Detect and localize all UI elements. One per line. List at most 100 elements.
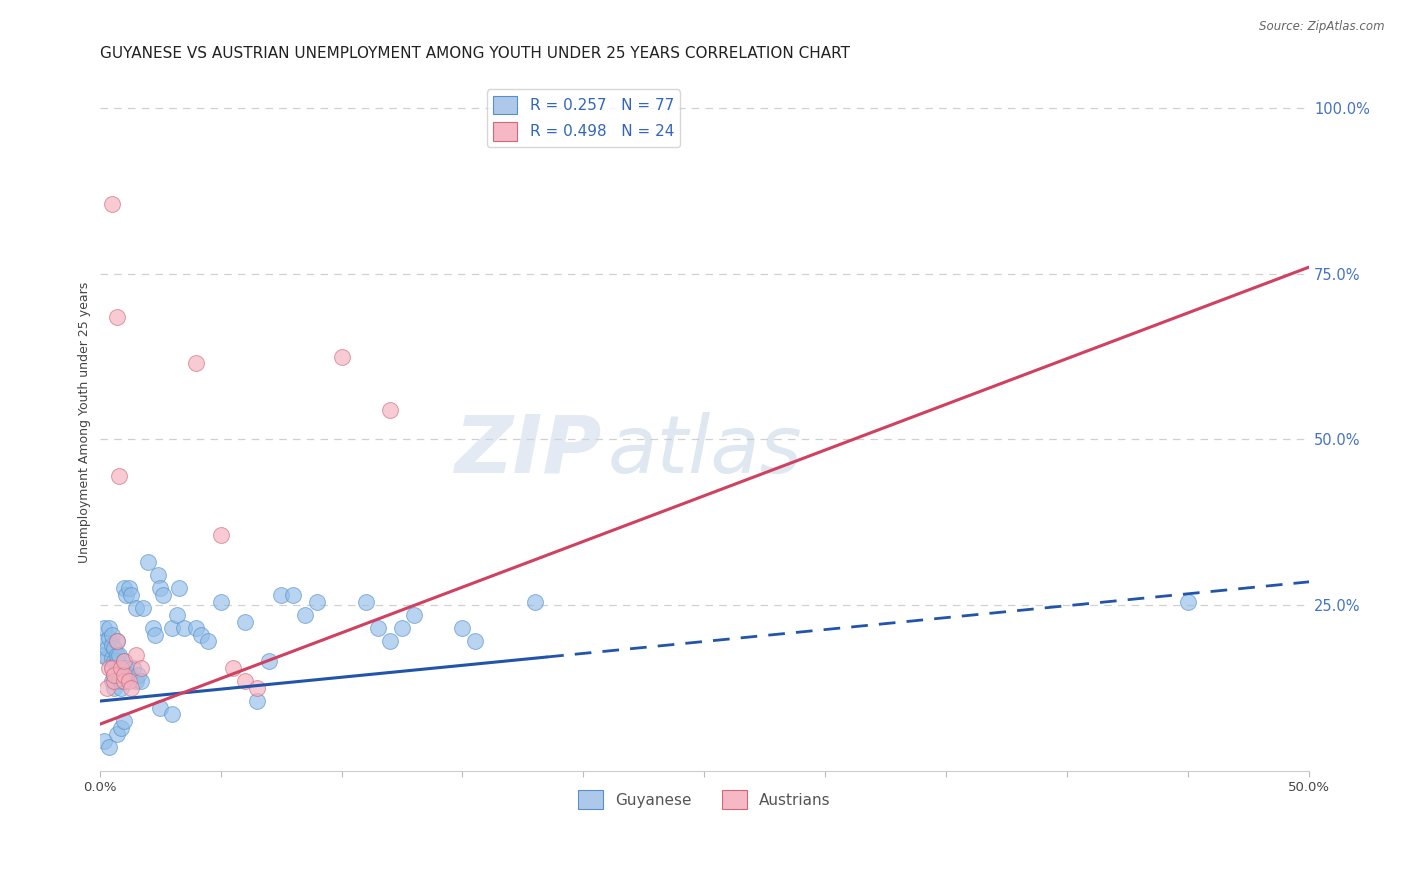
Point — [209, 595, 232, 609]
Point — [112, 714, 135, 728]
Point — [105, 310, 128, 324]
Point — [294, 607, 316, 622]
Point — [146, 568, 169, 582]
Point — [125, 648, 148, 662]
Point — [100, 197, 122, 211]
Point — [378, 402, 401, 417]
Point — [105, 634, 128, 648]
Point — [96, 681, 118, 695]
Point — [1177, 595, 1199, 609]
Point — [221, 661, 243, 675]
Point — [108, 674, 131, 689]
Point — [160, 707, 183, 722]
Point — [105, 727, 128, 741]
Point — [91, 648, 114, 662]
Point — [93, 621, 115, 635]
Point — [233, 674, 256, 689]
Point — [122, 661, 145, 675]
Point — [100, 674, 122, 689]
Point — [98, 661, 121, 675]
Point — [129, 661, 152, 675]
Point — [112, 654, 135, 668]
Point — [197, 634, 219, 648]
Point — [103, 667, 125, 681]
Point — [143, 628, 166, 642]
Point — [186, 621, 208, 635]
Point — [100, 638, 122, 652]
Point — [142, 621, 165, 635]
Point — [103, 667, 125, 681]
Point — [110, 667, 132, 681]
Point — [125, 674, 148, 689]
Point — [152, 588, 174, 602]
Point — [117, 674, 139, 689]
Point — [307, 595, 329, 609]
Point — [98, 621, 121, 635]
Point — [108, 648, 131, 662]
Point — [186, 356, 208, 370]
Point — [112, 582, 135, 596]
Point — [110, 661, 132, 675]
Point — [233, 615, 256, 629]
Point — [354, 595, 377, 609]
Point — [93, 634, 115, 648]
Point — [100, 661, 122, 675]
Point — [100, 651, 122, 665]
Point — [120, 681, 142, 695]
Point — [100, 628, 122, 642]
Point — [108, 468, 131, 483]
Point — [136, 555, 159, 569]
Point — [281, 588, 304, 602]
Point — [149, 582, 172, 596]
Point — [110, 681, 132, 695]
Point — [105, 648, 128, 662]
Point — [115, 588, 138, 602]
Point — [169, 582, 191, 596]
Point — [117, 582, 139, 596]
Point — [246, 694, 269, 708]
Point — [173, 621, 195, 635]
Text: Source: ZipAtlas.com: Source: ZipAtlas.com — [1260, 20, 1385, 33]
Point — [166, 607, 188, 622]
Point — [257, 654, 280, 668]
Point — [367, 621, 389, 635]
Point — [96, 641, 118, 656]
Point — [110, 661, 132, 675]
Point — [105, 654, 128, 668]
Point — [112, 674, 135, 689]
Point — [112, 654, 135, 668]
Point — [103, 681, 125, 695]
Y-axis label: Unemployment Among Youth under 25 years: Unemployment Among Youth under 25 years — [79, 282, 91, 564]
Text: ZIP: ZIP — [454, 411, 602, 490]
Point — [98, 740, 121, 755]
Point — [125, 601, 148, 615]
Point — [160, 621, 183, 635]
Point — [127, 667, 149, 681]
Point — [404, 607, 426, 622]
Point — [330, 350, 353, 364]
Point — [96, 651, 118, 665]
Point — [117, 667, 139, 681]
Text: atlas: atlas — [607, 411, 803, 490]
Point — [98, 631, 121, 645]
Point — [105, 634, 128, 648]
Point — [209, 528, 232, 542]
Point — [93, 734, 115, 748]
Text: GUYANESE VS AUSTRIAN UNEMPLOYMENT AMONG YOUTH UNDER 25 YEARS CORRELATION CHART: GUYANESE VS AUSTRIAN UNEMPLOYMENT AMONG … — [100, 46, 849, 62]
Point — [464, 634, 486, 648]
Point — [108, 661, 131, 675]
Point — [378, 634, 401, 648]
Point — [190, 628, 212, 642]
Point — [120, 588, 142, 602]
Point — [132, 601, 155, 615]
Point — [270, 588, 292, 602]
Point — [105, 667, 128, 681]
Point — [149, 700, 172, 714]
Point — [129, 674, 152, 689]
Point — [110, 721, 132, 735]
Legend: Guyanese, Austrians: Guyanese, Austrians — [572, 784, 837, 815]
Point — [451, 621, 474, 635]
Point — [103, 641, 125, 656]
Point — [112, 674, 135, 689]
Point — [103, 674, 125, 689]
